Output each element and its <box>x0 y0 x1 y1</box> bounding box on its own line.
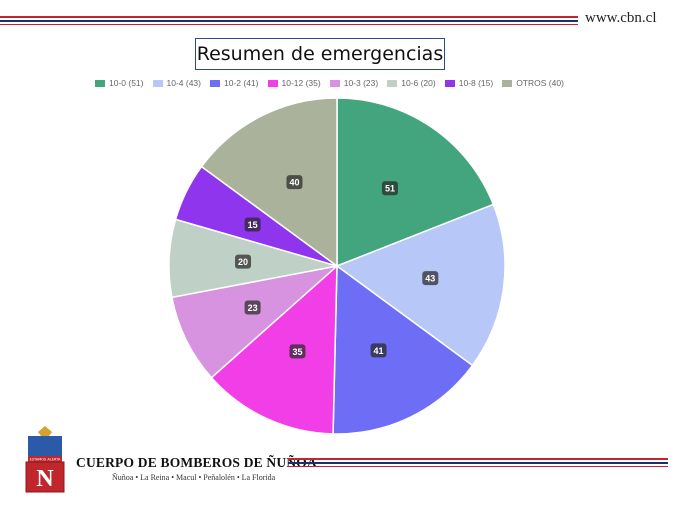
legend-swatch <box>329 79 340 87</box>
data-label: 43 <box>425 274 435 284</box>
legend-swatch <box>267 79 278 87</box>
pie-slice[interactable] <box>210 264 338 435</box>
fire-department-logo: ESTAMOS ALERTA N <box>25 426 65 493</box>
data-label: 51 <box>385 184 395 194</box>
data-label: 15 <box>248 220 258 230</box>
data-label-background <box>289 344 306 359</box>
header-rule-red-2 <box>0 24 578 25</box>
legend-item[interactable]: 10-6 (20) <box>387 78 436 88</box>
legend-label: 10-3 (23) <box>343 78 379 88</box>
footer-rule-red-2 <box>288 466 668 467</box>
logo-letter: N <box>36 466 54 492</box>
legend-item[interactable]: 10-0 (51) <box>95 78 144 88</box>
data-label-background <box>235 254 252 269</box>
data-label: 23 <box>248 303 258 313</box>
pie-slice[interactable] <box>332 264 474 435</box>
logo-banner-text: ESTAMOS ALERTA <box>30 458 61 462</box>
legend-label: 10-8 (15) <box>458 78 494 88</box>
site-url[interactable]: www.cbn.cl <box>585 10 657 26</box>
data-label: 40 <box>289 178 299 188</box>
footer-rule-red <box>288 458 668 460</box>
data-label-background <box>422 271 439 286</box>
data-label-background <box>244 217 261 232</box>
data-label-background <box>286 175 303 190</box>
legend-item[interactable]: 10-12 (35) <box>267 78 321 88</box>
data-label: 35 <box>292 347 302 357</box>
data-label-background <box>244 300 261 315</box>
legend-label: 10-12 (35) <box>281 78 321 88</box>
legend-item[interactable]: 10-2 (41) <box>210 78 259 88</box>
legend-swatch <box>95 79 105 87</box>
legend-item[interactable]: OTROS (40) <box>502 78 564 88</box>
header-rule-red <box>0 16 578 18</box>
legend-label: 10-4 (43) <box>166 78 202 88</box>
legend-label: OTROS (40) <box>516 78 564 88</box>
pie-slice[interactable] <box>171 264 340 379</box>
legend-item[interactable]: 10-3 (23) <box>329 78 379 88</box>
data-label: 20 <box>238 257 248 267</box>
legend-swatch <box>387 79 398 87</box>
organization-name: CUERPO DE BOMBEROS DE ÑUÑOA <box>76 455 317 470</box>
legend-swatch <box>502 79 513 87</box>
header-rule-navy <box>0 20 578 22</box>
pie-slice[interactable] <box>335 203 506 367</box>
legend-label: 10-2 (41) <box>224 78 259 88</box>
data-label-background <box>370 343 387 358</box>
legend-item[interactable]: 10-8 (15) <box>444 78 494 88</box>
chart-title: Resumen de emergencias <box>195 38 445 70</box>
legend-swatch <box>444 79 455 87</box>
pie-slice[interactable] <box>336 97 495 268</box>
organization-communes: Ñuñoa • La Reina • Macul • Peñalolén • L… <box>112 473 276 482</box>
legend-swatch <box>152 79 163 87</box>
footer-rule-navy <box>288 462 668 464</box>
data-label: 41 <box>374 346 384 356</box>
legend-item[interactable]: 10-4 (43) <box>152 78 202 88</box>
legend-swatch <box>210 79 220 87</box>
pie-slice[interactable] <box>200 97 338 268</box>
legend-label: 10-6 (20) <box>401 78 436 88</box>
data-label-background <box>381 181 398 196</box>
legend-label: 10-0 (51) <box>109 78 144 88</box>
chart-legend: 10-0 (51) 10-4 (43) 10-2 (41) 10-12 (35) 10-… <box>95 78 564 88</box>
